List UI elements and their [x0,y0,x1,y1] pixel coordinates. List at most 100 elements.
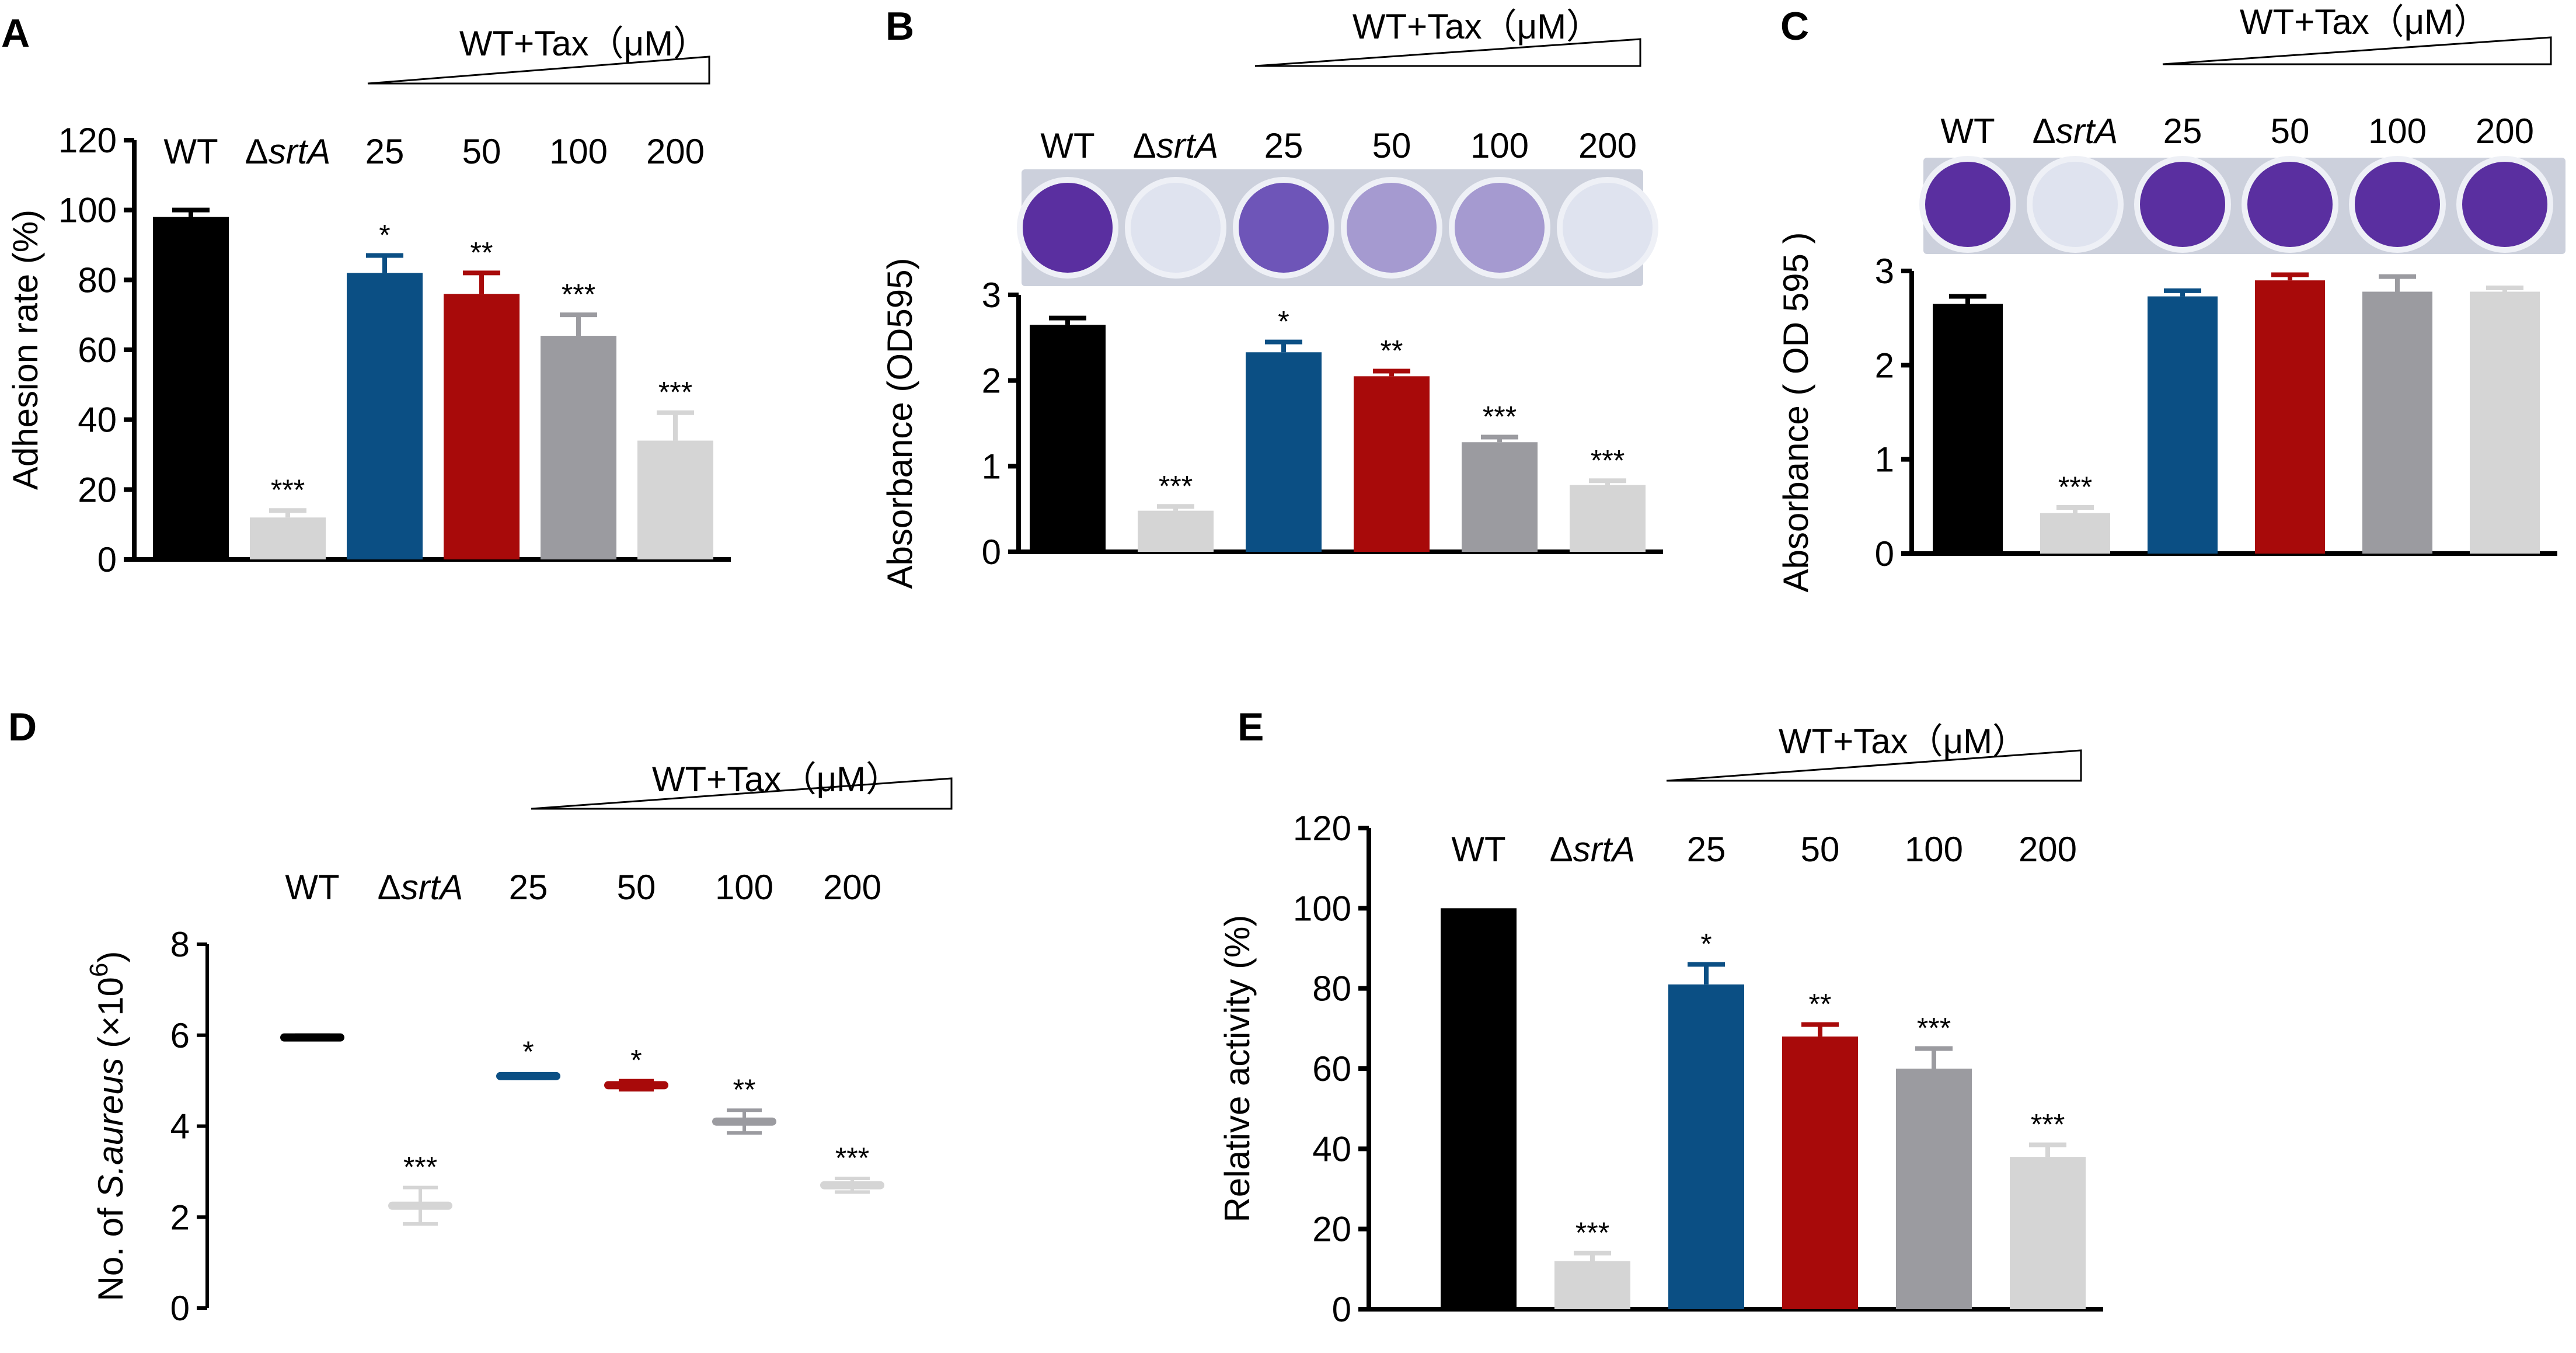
treatment-label: WT+Tax（μM） [459,24,708,63]
y-axis-label: Relative activity (%) [1218,915,1257,1223]
culture-well-100 [1449,177,1550,279]
significance-label-50: ** [1809,987,1832,1020]
significance-label-25: * [379,218,390,251]
culture-well-25 [2134,156,2231,253]
bar-50 [2255,280,2325,554]
significance-label-srta: *** [2058,471,2092,503]
concentration-gradient-triangle [1254,38,1641,67]
y-tick-label: 20 [78,470,117,509]
mean-marker-wt [280,1033,344,1042]
significance-label-25: * [1700,927,1711,960]
y-axis-label: Absorbance ( OD 595 ) [1776,232,1815,593]
y-tick-label: 120 [1293,809,1351,848]
y-tick-label: 20 [1312,1210,1351,1249]
significance-label-200: *** [835,1142,869,1174]
significance-label-100: ** [733,1073,756,1106]
panel-letter: A [1,11,30,55]
bar-wt [1030,325,1106,552]
category-label-200: 200 [2019,830,2077,869]
culture-well-200 [2456,156,2553,253]
y-tick-label: 0 [1332,1290,1351,1329]
significance-label-srta: *** [403,1151,437,1184]
significance-label-100: *** [1483,400,1517,433]
bar-srta [1554,1261,1630,1309]
y-tick-label: 80 [78,260,117,300]
y-tick-label: 0 [982,533,1001,572]
category-label-wt: WT [1451,830,1505,869]
y-tick-label: 0 [170,1289,190,1328]
culture-well-srta [2027,156,2124,253]
culture-well-wt [1017,177,1118,279]
bar-100 [541,336,616,559]
category-label-50: 50 [1372,126,1411,165]
mean-marker-25 [496,1072,560,1080]
category-label-srta: ΔsrtA [2033,112,2118,151]
category-label-200: 200 [1578,126,1637,165]
y-axis-label: Absorbance (OD595) [880,258,919,589]
bar-25 [347,273,423,559]
y-tick-label: 0 [97,540,117,579]
treatment-label: WT+Tax（μM） [2240,2,2488,41]
panel-letter: B [886,4,914,48]
bar-srta [250,517,326,559]
y-tick-label: 8 [170,925,190,964]
y-tick-label: 40 [78,401,117,440]
panel-letter: E [1238,705,1264,749]
bar-wt [1933,304,2003,554]
significance-label-50: ** [1381,335,1403,367]
category-label-wt: WT [1040,126,1094,165]
mean-marker-srta [388,1201,452,1210]
category-label-100: 100 [715,868,773,907]
category-label-200: 200 [646,132,705,171]
category-label-25: 25 [1264,126,1303,165]
treatment-label: WT+Tax（μM） [1353,7,1601,46]
panel-b: B WT+Tax（μM） WT ΔsrtA 25 50 100 200 0 1 2 3 Absorban… [880,4,1663,589]
category-label-100: 100 [2368,112,2427,151]
panel-a: A WT+Tax（μM） WT ΔsrtA 25 50 100 200 0 20 40 60 80 100… [1,11,731,579]
culture-well-srta [1125,177,1226,279]
significance-label-srta: *** [1159,469,1193,502]
category-label-25: 25 [509,868,548,907]
bar-50 [1782,1037,1858,1309]
panel-c: C WT+Tax（μM） WT ΔsrtA 25 50 100 200 0 1 2 3 Absorban… [1776,2,2565,592]
bar-100 [2362,291,2432,554]
category-label-srta: ΔsrtA [1550,830,1636,869]
category-label-50: 50 [2271,112,2310,151]
y-tick-label: 3 [982,276,1001,315]
panel-d: D WT+Tax（μM） WT ΔsrtA 25 50 100 200 0 2 4 6 8 No. of … [8,705,953,1328]
category-label-50: 50 [462,132,501,171]
bar-200 [637,440,713,559]
significance-label-50: * [630,1044,642,1077]
category-label-srta: ΔsrtA [1133,126,1219,165]
category-label-50: 50 [1801,830,1840,869]
y-tick-label: 120 [58,121,117,160]
y-tick-label: 0 [1875,534,1894,573]
y-tick-label: 3 [1875,252,1894,291]
y-tick-label: 60 [78,331,117,370]
y-tick-label: 100 [58,191,117,230]
category-label-100: 100 [549,132,608,171]
bar-srta [2040,513,2110,554]
culture-well-50 [2242,156,2338,253]
mean-marker-100 [712,1117,776,1126]
significance-label-200: *** [1591,444,1625,476]
bar-100 [1462,442,1538,552]
category-label-25: 25 [2163,112,2202,151]
y-tick-label: 1 [982,447,1001,486]
category-label-wt: WT [1940,112,1995,151]
concentration-gradient-triangle [367,55,710,85]
bar-wt [153,217,229,560]
significance-label-200: *** [2031,1108,2065,1140]
significance-label-srta: *** [271,474,305,506]
bar-200 [2470,291,2540,554]
culture-well-50 [1341,177,1442,279]
y-tick-label: 40 [1312,1129,1351,1168]
y-tick-label: 2 [982,361,1001,401]
panel-e: E WT+Tax（μM） WT ΔsrtA 25 50 100 200 0 20 40 60 80 100… [1218,705,2103,1329]
y-axis-label: Adhesion rate (%) [6,210,45,490]
treatment-label: WT+Tax（μM） [652,760,901,799]
treatment-label: WT+Tax（μM） [1779,722,2027,761]
category-label-200: 200 [2476,112,2534,151]
category-label-wt: WT [163,132,218,171]
